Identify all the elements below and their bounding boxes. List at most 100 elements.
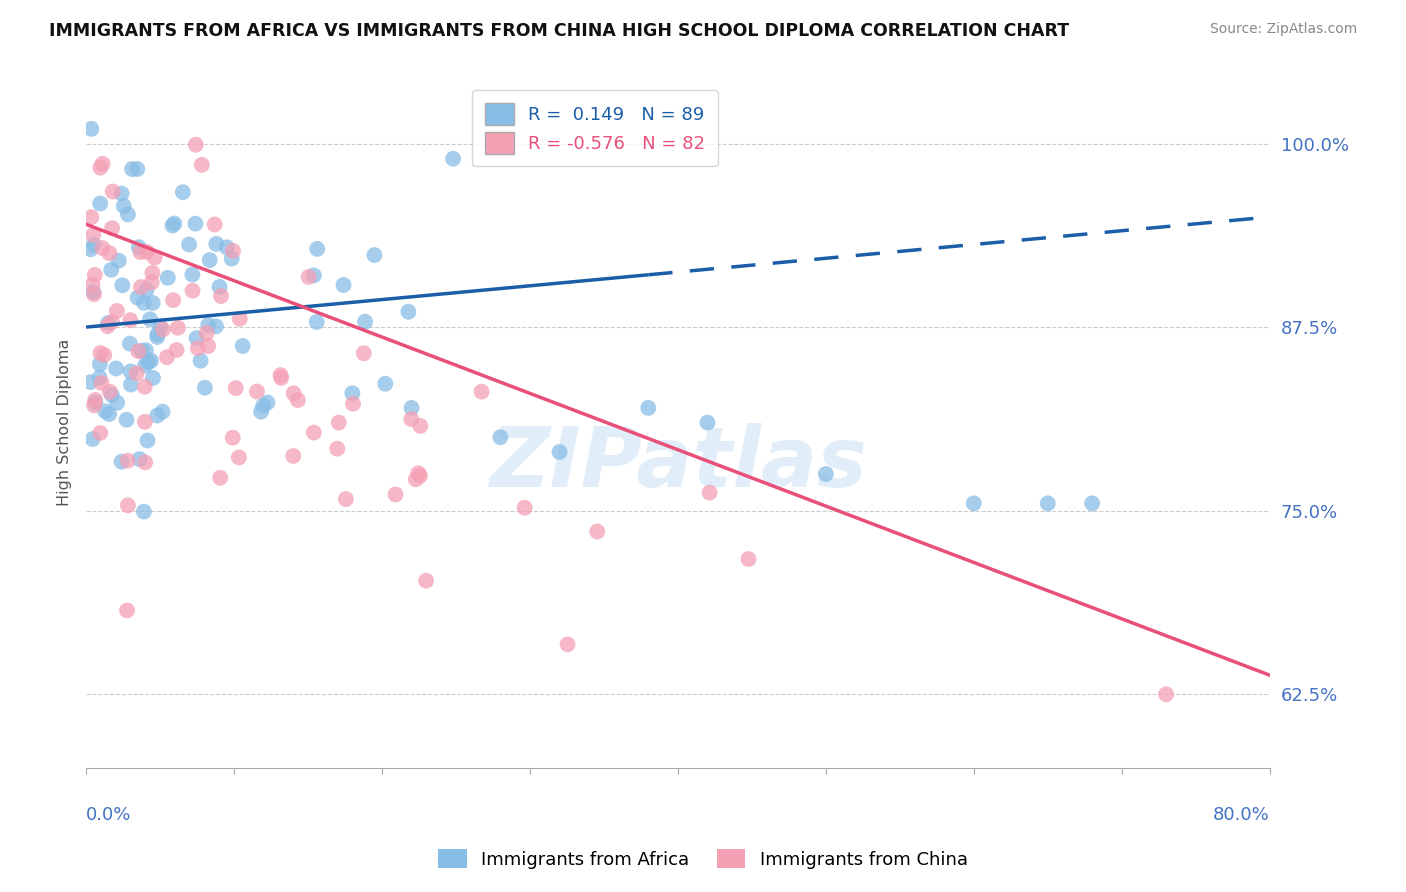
Point: [98, 384, 121, 399]
Point: [283, 449, 305, 463]
Point: [83, 237, 105, 252]
Point: [128, 240, 150, 254]
Point: [209, 289, 232, 303]
Point: [221, 252, 243, 266]
Point: [326, 442, 349, 456]
Point: [142, 296, 165, 310]
Point: [181, 268, 204, 282]
Point: [83, 268, 105, 282]
Point: [489, 430, 512, 444]
Point: [82, 227, 104, 242]
Point: [89, 370, 111, 384]
Point: [302, 268, 325, 283]
Point: [105, 396, 128, 410]
Point: [149, 320, 172, 334]
Point: [470, 384, 492, 399]
Point: [115, 413, 138, 427]
Point: [405, 472, 427, 486]
Point: [209, 471, 232, 485]
Point: [1081, 496, 1104, 510]
Point: [128, 452, 150, 467]
Point: [181, 284, 204, 298]
Point: [134, 359, 156, 373]
Point: [298, 270, 321, 285]
Point: [101, 388, 124, 402]
Point: [396, 305, 419, 319]
Point: [98, 407, 121, 421]
Point: [139, 312, 162, 326]
Point: [132, 505, 155, 519]
Point: [215, 240, 238, 254]
Point: [409, 419, 432, 434]
Point: [401, 401, 423, 415]
Point: [135, 283, 157, 297]
Point: [696, 416, 718, 430]
Point: [135, 244, 157, 259]
Point: [197, 318, 219, 332]
Point: [354, 315, 377, 329]
Point: [146, 409, 169, 423]
Point: [121, 162, 143, 177]
Y-axis label: High School Diploma: High School Diploma: [58, 339, 72, 507]
Point: [89, 161, 111, 175]
Point: [120, 377, 142, 392]
Point: [138, 355, 160, 369]
Point: [141, 276, 163, 290]
Point: [93, 348, 115, 362]
Point: [548, 445, 571, 459]
Point: [172, 185, 194, 199]
Point: [409, 468, 432, 483]
Point: [146, 330, 169, 344]
Point: [129, 245, 152, 260]
Point: [557, 637, 579, 651]
Point: [132, 296, 155, 310]
Point: [94, 404, 117, 418]
Point: [166, 343, 188, 357]
Point: [101, 185, 124, 199]
Point: [342, 397, 364, 411]
Point: [513, 500, 536, 515]
Point: [84, 392, 107, 407]
Point: [143, 251, 166, 265]
Point: [305, 315, 328, 329]
Point: [335, 492, 357, 507]
Point: [112, 199, 135, 213]
Point: [111, 278, 134, 293]
Point: [117, 498, 139, 512]
Point: [117, 453, 139, 467]
Point: [184, 137, 207, 152]
Point: [401, 412, 423, 426]
Point: [120, 364, 142, 378]
Point: [79, 375, 101, 389]
Point: [146, 327, 169, 342]
Point: [163, 217, 186, 231]
Point: [229, 311, 252, 326]
Point: [270, 371, 292, 385]
Point: [120, 313, 142, 327]
Point: [283, 386, 305, 401]
Point: [100, 262, 122, 277]
Text: 0.0%: 0.0%: [86, 805, 131, 823]
Point: [287, 392, 309, 407]
Point: [152, 405, 174, 419]
Point: [205, 236, 228, 251]
Point: [162, 293, 184, 307]
Point: [328, 416, 350, 430]
Point: [441, 152, 464, 166]
Point: [117, 207, 139, 221]
Point: [131, 343, 153, 358]
Point: [353, 346, 375, 360]
Point: [82, 277, 104, 292]
Point: [814, 467, 837, 481]
Point: [136, 434, 159, 448]
Point: [89, 357, 111, 371]
Point: [167, 320, 190, 334]
Point: [97, 316, 120, 330]
Point: [135, 343, 157, 358]
Point: [252, 399, 274, 413]
Point: [115, 603, 138, 617]
Point: [699, 485, 721, 500]
Point: [302, 425, 325, 440]
Point: [415, 574, 437, 588]
Point: [91, 241, 114, 255]
